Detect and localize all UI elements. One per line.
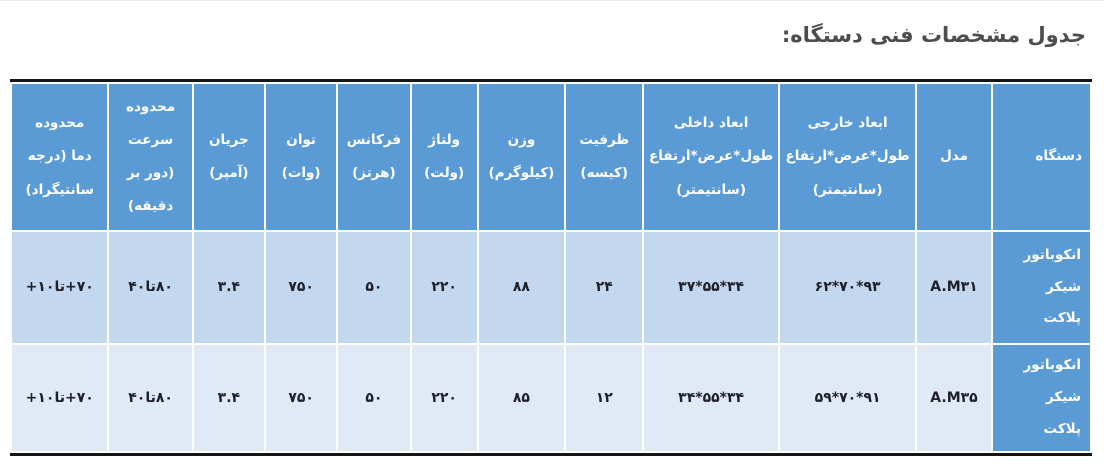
column-header-model: مدل	[915, 82, 993, 232]
cell-voltage: ۲۲۰	[409, 230, 479, 345]
cell-current: ۳.۴	[191, 343, 267, 453]
column-header-temp-range: محدوده دما (درجه سانتیگراد)	[9, 82, 110, 232]
cell-internal-dims: ۳۴*۵۵*۳۴	[642, 343, 780, 453]
cell-model: A.M۳۵	[915, 343, 993, 453]
cell-power: ۷۵۰	[264, 343, 339, 453]
cell-power: ۷۵۰	[264, 230, 339, 345]
column-header-external-dims: ابعاد خارجی طول*عرض*ارتفاع (سانتیمتر)	[777, 82, 918, 232]
cell-speed-range: ۸۰تا۴۰	[107, 230, 194, 345]
cell-external-dims: ۹۱*۷۰*۵۹	[777, 343, 918, 453]
cell-temp-range: ۷۰+تا۱۰+	[9, 343, 110, 453]
cell-device: انکوباتور شیکر پلاکت	[990, 343, 1093, 453]
cell-internal-dims: ۳۴*۵۵*۳۷	[642, 230, 780, 345]
cell-voltage: ۲۲۰	[409, 343, 479, 453]
cell-weight: ۸۵	[476, 343, 567, 453]
cell-frequency: ۵۰	[336, 230, 412, 345]
cell-current: ۳.۴	[191, 230, 267, 345]
column-header-power: توان (وات)	[264, 82, 339, 232]
cell-temp-range: ۷۰+تا۱۰+	[9, 230, 110, 345]
table-row: انکوباتور شیکر پلاکت A.M۳۱ ۹۳*۷۰*۶۲ ۳۴*۵…	[9, 230, 1093, 345]
header-row: دستگاه مدل ابعاد خارجی طول*عرض*ارتفاع (س…	[9, 82, 1093, 232]
column-header-capacity: ظرفیت (کیسه)	[564, 82, 645, 232]
cell-model: A.M۳۱	[915, 230, 993, 345]
cell-weight: ۸۸	[476, 230, 567, 345]
cell-capacity: ۱۲	[564, 343, 645, 453]
column-header-voltage: ولتاژ (ولت)	[409, 82, 479, 232]
cell-capacity: ۲۴	[564, 230, 645, 345]
table-row: انکوباتور شیکر پلاکت A.M۳۵ ۹۱*۷۰*۵۹ ۳۴*۵…	[9, 343, 1093, 453]
column-header-weight: وزن (کیلوگرم)	[476, 82, 567, 232]
column-header-current: جریان (آمپر)	[191, 82, 267, 232]
spec-table-wrapper: دستگاه مدل ابعاد خارجی طول*عرض*ارتفاع (س…	[9, 79, 1093, 456]
cell-speed-range: ۸۰تا۴۰	[107, 343, 194, 453]
spec-table: دستگاه مدل ابعاد خارجی طول*عرض*ارتفاع (س…	[9, 82, 1093, 453]
column-header-internal-dims: ابعاد داخلی طول*عرض*ارتفاع (سانتیمتر)	[642, 82, 780, 232]
column-header-frequency: فرکانس (هرتز)	[336, 82, 412, 232]
cell-external-dims: ۹۳*۷۰*۶۲	[777, 230, 918, 345]
page-title: جدول مشخصات فنی دستگاه:	[781, 23, 1086, 47]
column-header-device: دستگاه	[990, 82, 1093, 232]
cell-device: انکوباتور شیکر پلاکت	[990, 230, 1093, 345]
cell-frequency: ۵۰	[336, 343, 412, 453]
column-header-speed-range: محدوده سرعت (دور بر دقیقه)	[107, 82, 194, 232]
